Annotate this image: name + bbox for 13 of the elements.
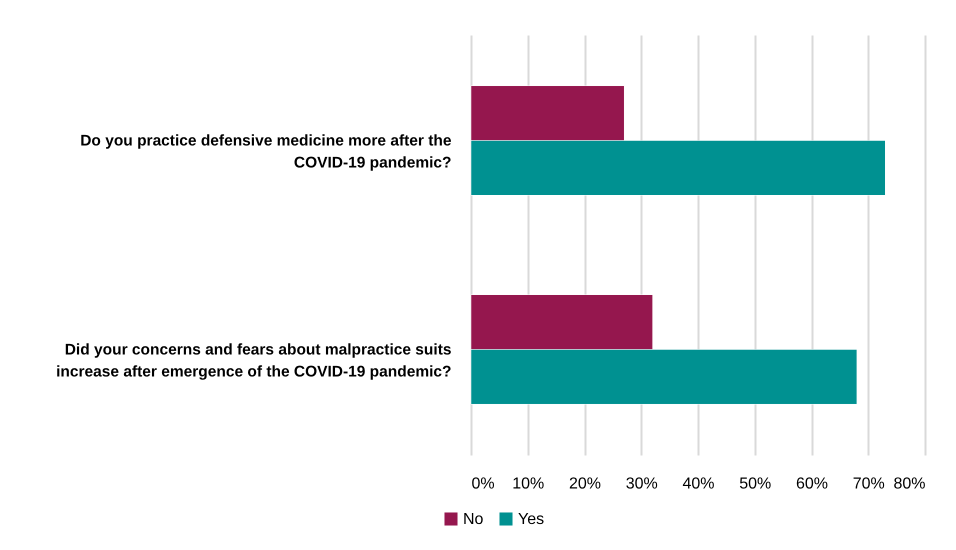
x-tick-label: 20% bbox=[568, 476, 602, 492]
x-tick-label: 70% bbox=[852, 476, 885, 492]
x-tick-label: 80% bbox=[893, 476, 926, 492]
x-tick-label: 50% bbox=[739, 476, 772, 492]
y-tick-label: Do you practice defensive medicine more after the COVID-19 pandemic? bbox=[80, 132, 452, 172]
legend-label: Yes bbox=[518, 511, 544, 528]
x-tick-label: 0% bbox=[472, 476, 495, 492]
x-tick-label: 40% bbox=[682, 476, 715, 492]
y-tick-label: Did your concerns and fears about malpractice suits increase after emergence of the COVID-19 pandemic? bbox=[56, 341, 452, 380]
x-tick-label: 60% bbox=[796, 476, 828, 492]
x-tick-label: 30% bbox=[626, 476, 658, 492]
x-tick-label: 10% bbox=[512, 476, 544, 492]
legend-label: No bbox=[463, 511, 484, 528]
